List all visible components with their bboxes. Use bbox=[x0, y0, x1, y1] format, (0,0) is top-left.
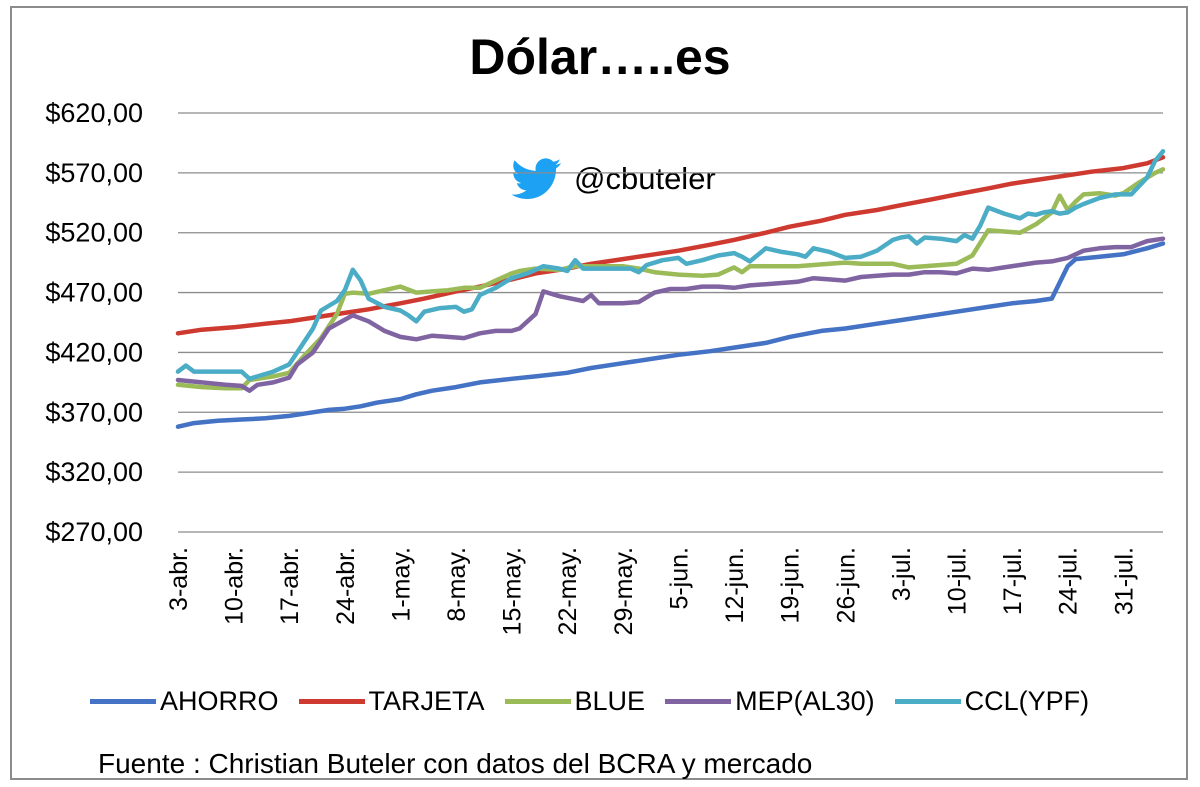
watermark-handle: @cbuteler bbox=[574, 161, 716, 196]
y-axis-ticks: $270,00 $320,00 $370,00 $420,00 $470,00 $520,… bbox=[45, 98, 143, 547]
twitter-bird-icon bbox=[512, 158, 562, 199]
x-tick-label: 8-may. bbox=[443, 547, 471, 622]
legend-label: AHORRO bbox=[160, 686, 279, 716]
x-tick-label: 1-may. bbox=[387, 547, 415, 622]
chart-title: Dólar…..es bbox=[469, 29, 731, 85]
x-tick-label: 12-jun. bbox=[721, 547, 749, 623]
series-line-ccl-ypf bbox=[175, 149, 1166, 382]
series-line-blue bbox=[175, 167, 1166, 391]
x-axis-ticks: 3-abr. 10-abr. 17-abr. 24-abr. 1-may. 8-may. 1… bbox=[165, 547, 1138, 635]
series-lines bbox=[175, 149, 1166, 429]
legend-swatch bbox=[298, 699, 365, 704]
y-tick-label: $270,00 bbox=[45, 517, 143, 547]
legend-swatch bbox=[504, 699, 571, 704]
line-chart: $270,00 $320,00 $370,00 $420,00 $470,00 $520,… bbox=[45, 98, 1166, 635]
x-tick-label: 31-jul. bbox=[1110, 547, 1138, 615]
gridlines bbox=[178, 112, 1163, 533]
y-tick-label: $370,00 bbox=[45, 397, 143, 427]
legend-label: TARJETA bbox=[368, 686, 485, 716]
x-tick-label: 17-abr. bbox=[276, 547, 304, 625]
x-tick-label: 24-jul. bbox=[1055, 547, 1083, 615]
x-tick-label: 10-abr. bbox=[221, 547, 249, 625]
y-tick-label: $420,00 bbox=[45, 337, 143, 367]
x-tick-label: 22-may. bbox=[554, 547, 582, 635]
y-tick-label: $320,00 bbox=[45, 457, 143, 487]
legend-item: MEP(AL30) bbox=[665, 686, 875, 717]
y-tick-label: $620,00 bbox=[45, 98, 143, 128]
legend-label: CCL(YPF) bbox=[964, 686, 1090, 716]
x-tick-label: 5-jun. bbox=[665, 547, 693, 610]
series-line-ahorro bbox=[175, 241, 1166, 429]
legend-label: BLUE bbox=[574, 686, 646, 716]
legend-swatch bbox=[665, 699, 732, 704]
x-tick-label: 15-may. bbox=[499, 547, 527, 635]
series-line-mep-al30 bbox=[175, 236, 1166, 393]
y-tick-label: $470,00 bbox=[45, 278, 143, 308]
legend: AHORRO TARJETA BLUE MEP(AL30) CCL(YPF) bbox=[90, 686, 1109, 717]
x-tick-label: 29-may. bbox=[610, 547, 638, 635]
x-tick-label: 26-jun. bbox=[832, 547, 860, 623]
series-line-tarjeta bbox=[175, 155, 1166, 336]
legend-swatch bbox=[894, 699, 961, 704]
y-tick-label: $520,00 bbox=[45, 218, 143, 248]
source-note: Fuente : Christian Buteler con datos del… bbox=[98, 748, 813, 779]
x-tick-label: 24-abr. bbox=[332, 547, 360, 625]
x-tick-label: 3-abr. bbox=[165, 547, 193, 611]
legend-item: CCL(YPF) bbox=[894, 686, 1090, 717]
watermark: @cbuteler bbox=[512, 158, 716, 200]
legend-item: BLUE bbox=[504, 686, 646, 717]
legend-swatch bbox=[90, 699, 156, 704]
x-tick-label: 10-jul. bbox=[943, 547, 971, 615]
x-tick-label: 17-jul. bbox=[999, 547, 1027, 615]
chart-frame bbox=[10, 6, 1188, 780]
x-tick-label: 3-jul. bbox=[888, 547, 916, 601]
legend-item: AHORRO bbox=[90, 686, 279, 717]
y-tick-label: $570,00 bbox=[45, 158, 143, 188]
legend-label: MEP(AL30) bbox=[735, 686, 875, 716]
x-tick-label: 19-jun. bbox=[777, 547, 805, 623]
legend-item: TARJETA bbox=[298, 686, 485, 717]
